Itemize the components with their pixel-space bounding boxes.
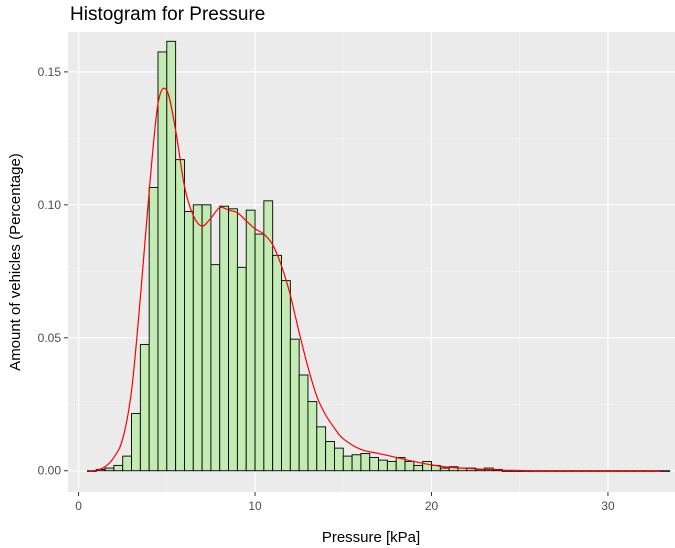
x-tick-label: 30 (601, 499, 615, 513)
chart-title: Histogram for Pressure (70, 4, 265, 25)
histogram-bar (386, 460, 397, 472)
histogram-bar (254, 233, 265, 472)
histogram-bar (342, 455, 353, 472)
histogram-bar (404, 460, 415, 472)
x-axis-title: Pressure [kPa] (322, 529, 420, 546)
histogram-bar (175, 159, 185, 472)
histogram-bar (413, 464, 424, 472)
x-tick-label: 10 (248, 499, 262, 513)
histogram-bar (139, 343, 150, 472)
histogram-bar (201, 204, 212, 472)
y-axis-title: Amount of vehicles (Percentage) (7, 153, 24, 371)
x-tick-label: 20 (425, 499, 439, 513)
histogram-bar (157, 51, 168, 472)
histogram-bar (122, 455, 132, 472)
histogram-bar (351, 454, 362, 472)
histogram-bar (660, 470, 671, 472)
histogram-bar (422, 460, 432, 472)
histogram-bar (298, 374, 309, 472)
histogram-bar (307, 401, 318, 472)
y-tick-label: 0.15 (38, 65, 62, 79)
histogram-bars (86, 40, 671, 472)
y-tick-label: 0.05 (38, 331, 62, 345)
histogram-bar (131, 413, 141, 472)
histogram-bar (192, 204, 203, 472)
histogram-bar (245, 209, 256, 472)
histogram-bar (104, 467, 115, 472)
histogram-bar (360, 452, 371, 472)
histogram-bar (281, 280, 291, 472)
histogram-bar (263, 200, 274, 472)
histogram-bar (316, 426, 327, 472)
histogram-bar (378, 459, 388, 472)
histogram-bar (184, 211, 194, 472)
density-curve (89, 87, 661, 472)
histogram-bar (325, 441, 335, 472)
histogram-bar (148, 187, 159, 472)
histogram-bar (272, 254, 282, 472)
x-tick-label: 0 (75, 499, 82, 513)
histogram-bar (333, 447, 344, 472)
y-tick-label: 0.10 (38, 198, 62, 212)
histogram-bar (210, 264, 221, 472)
x-axis-ticks: 0 10 20 30 (75, 492, 615, 513)
y-tick-label: 0.00 (38, 464, 62, 478)
histogram-bar (228, 208, 238, 472)
histogram-bar (113, 464, 124, 472)
histogram-bar (236, 266, 247, 472)
y-axis-ticks: 0.00 0.05 0.10 0.15 (38, 65, 68, 478)
histogram-bar (219, 205, 230, 472)
histogram-bar (439, 467, 450, 472)
histogram-bar (289, 338, 300, 472)
histogram-bar (369, 456, 380, 472)
